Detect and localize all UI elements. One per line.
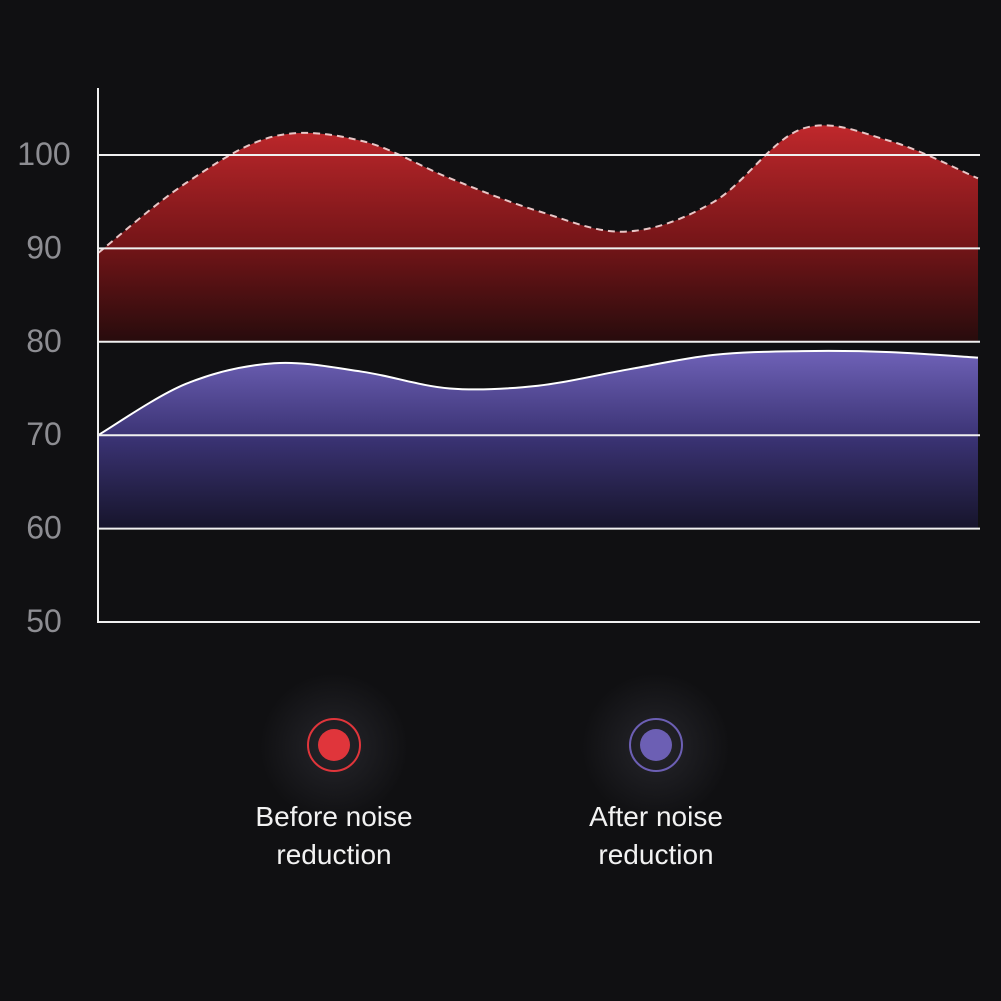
legend-dot-before xyxy=(318,729,350,761)
legend-item-before: Before noise reduction xyxy=(204,672,464,874)
y-tick-label-50: 50 xyxy=(26,603,62,639)
series-line-before xyxy=(97,124,979,254)
y-tick-label-60: 60 xyxy=(26,510,62,546)
series-line-after xyxy=(97,349,979,437)
legend-marker-before-icon xyxy=(307,718,361,772)
series-area-before xyxy=(98,125,978,342)
legend-label-after-line2: reduction xyxy=(598,839,714,870)
legend-label-after-line1: After noise xyxy=(589,801,723,832)
legend-item-after: After noise reduction xyxy=(526,672,786,874)
legend-dot-after xyxy=(640,729,672,761)
y-tick-label-100: 100 xyxy=(17,136,70,172)
y-tick-label-90: 90 xyxy=(26,229,62,265)
y-tick-label-70: 70 xyxy=(26,416,62,452)
legend-label-before-line2: reduction xyxy=(276,839,392,870)
legend-label-before-line1: Before noise xyxy=(255,801,413,832)
y-tick-label-80: 80 xyxy=(26,323,62,359)
series-area-after xyxy=(98,350,978,529)
legend-marker-after-icon xyxy=(629,718,683,772)
